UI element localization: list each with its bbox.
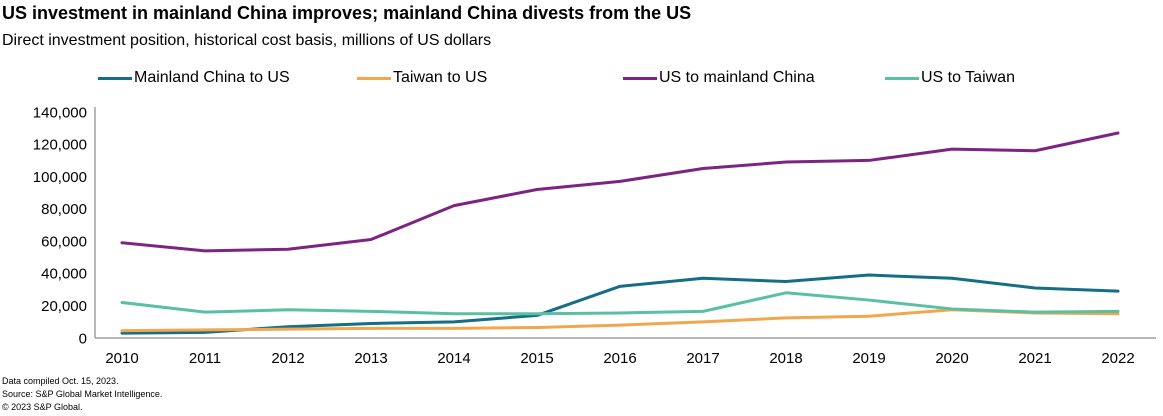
series-line-us-to-taiwan <box>120 291 1120 316</box>
footnote-copyright: © 2023 S&P Global. <box>2 402 83 412</box>
x-tick-label: 2020 <box>935 350 968 367</box>
chart-legend: Mainland China to US Taiwan to US US to ma… <box>0 68 1163 90</box>
legend-swatch-taiwan-to-us <box>357 76 391 80</box>
legend-item-us-to-taiwan: US to Taiwan <box>885 68 1015 88</box>
footnote-source: Source: S&P Global Market Intelligence. <box>2 389 163 399</box>
y-tick-label: 80,000 <box>41 201 87 218</box>
legend-item-us-to-mainland-china: US to mainland China <box>623 68 815 88</box>
footnote-compiled: Data compiled Oct. 15, 2023. <box>2 376 119 386</box>
y-tick-label: 140,000 <box>33 104 87 121</box>
chart-title: US investment in mainland China improves… <box>2 3 692 23</box>
legend-label-us-to-mainland-china: US to mainland China <box>659 69 815 86</box>
x-tick-label: 2012 <box>271 350 304 367</box>
x-tick-label: 2013 <box>354 350 387 367</box>
x-tick-label: 2014 <box>437 350 470 367</box>
legend-swatch-mainland-china-to-us <box>98 76 132 80</box>
legend-swatch-us-to-mainland-china <box>623 76 657 80</box>
chart-footnotes: Data compiled Oct. 15, 2023. Source: S&P… <box>2 375 162 414</box>
x-tick-label: 2016 <box>603 350 636 367</box>
x-tick-label: 2011 <box>189 350 221 367</box>
x-tick-label: 2022 <box>1101 350 1134 367</box>
legend-label-mainland-china-to-us: Mainland China to US <box>134 69 290 86</box>
y-tick-label: 100,000 <box>33 169 87 186</box>
series-line-us-to-mainland-china <box>120 131 1120 253</box>
x-tick-label: 2021 <box>1018 350 1051 367</box>
y-tick-label: 0 <box>79 330 87 347</box>
y-tick-label: 60,000 <box>41 233 87 250</box>
x-tick-label: 2019 <box>852 350 885 367</box>
legend-item-mainland-china-to-us: Mainland China to US <box>98 68 290 88</box>
legend-item-taiwan-to-us: Taiwan to US <box>357 68 487 88</box>
legend-swatch-us-to-taiwan <box>885 76 919 80</box>
x-tick-label: 2017 <box>686 350 719 367</box>
legend-label-us-to-taiwan: US to Taiwan <box>921 69 1015 86</box>
chart-subtitle: Direct investment position, historical c… <box>2 32 492 49</box>
y-tick-label: 120,000 <box>33 137 87 154</box>
y-tick-label: 40,000 <box>41 266 87 283</box>
legend-label-taiwan-to-us: Taiwan to US <box>393 69 488 86</box>
x-tick-label: 2010 <box>105 350 138 367</box>
y-tick-label: 20,000 <box>41 298 87 315</box>
x-tick-label: 2015 <box>520 350 553 367</box>
series-line-mainland-china-to-us <box>120 273 1120 335</box>
x-tick-label: 2018 <box>769 350 802 367</box>
